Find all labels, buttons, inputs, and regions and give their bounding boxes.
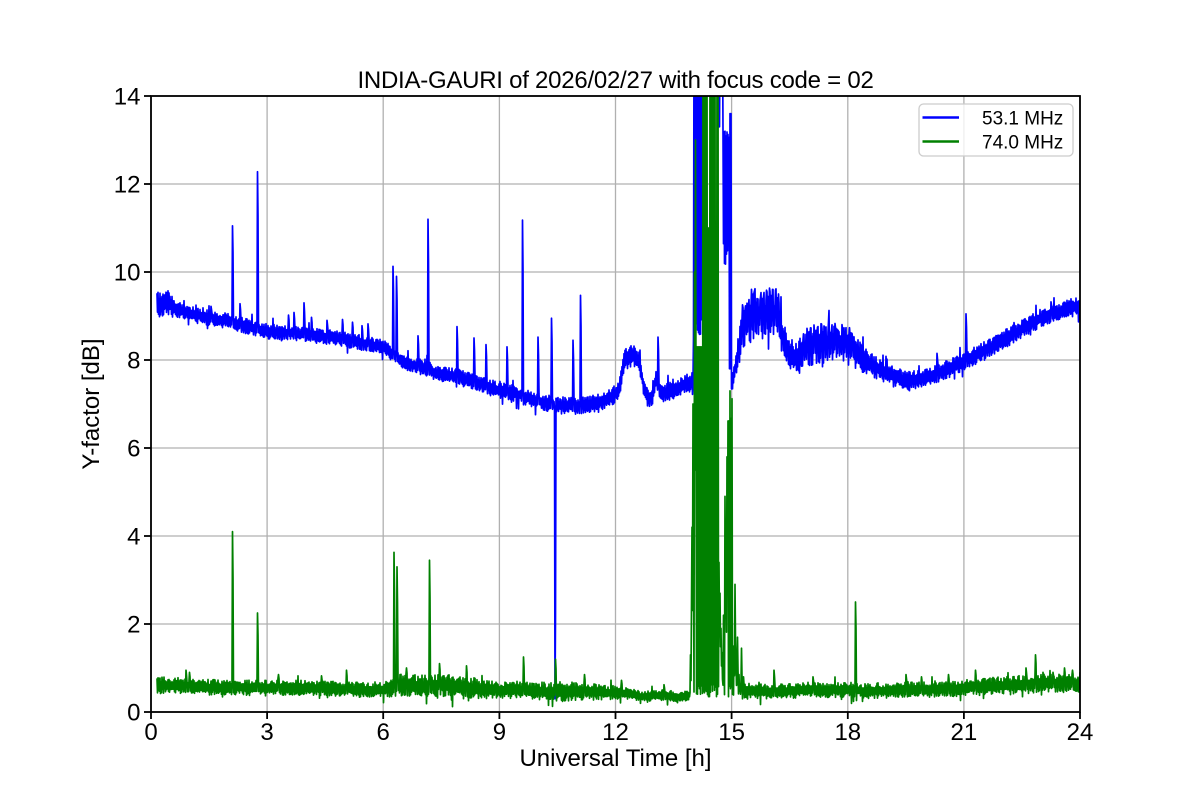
svg-text:53.1 MHz: 53.1 MHz [982, 109, 1063, 130]
svg-text:8: 8 [127, 348, 140, 375]
svg-text:10: 10 [114, 260, 141, 287]
svg-text:Y-factor [dB]: Y-factor [dB] [78, 338, 105, 469]
svg-text:18: 18 [834, 719, 861, 746]
svg-text:Universal Time [h]: Universal Time [h] [519, 745, 711, 772]
svg-text:15: 15 [718, 719, 745, 746]
svg-text:24: 24 [1067, 719, 1094, 746]
svg-text:0: 0 [127, 700, 140, 727]
svg-text:9: 9 [493, 719, 506, 746]
svg-text:12: 12 [602, 719, 629, 746]
svg-text:6: 6 [377, 719, 390, 746]
svg-text:2: 2 [127, 612, 140, 639]
svg-text:21: 21 [951, 719, 978, 746]
svg-text:14: 14 [114, 84, 141, 111]
svg-text:12: 12 [114, 172, 141, 199]
svg-text:0: 0 [144, 719, 157, 746]
svg-text:3: 3 [260, 719, 273, 746]
svg-text:4: 4 [127, 524, 140, 551]
svg-text:74.0 MHz: 74.0 MHz [982, 133, 1063, 154]
svg-text:INDIA-GAURI of 2026/02/27 with: INDIA-GAURI of 2026/02/27 with focus cod… [357, 67, 873, 94]
svg-text:6: 6 [127, 436, 140, 463]
